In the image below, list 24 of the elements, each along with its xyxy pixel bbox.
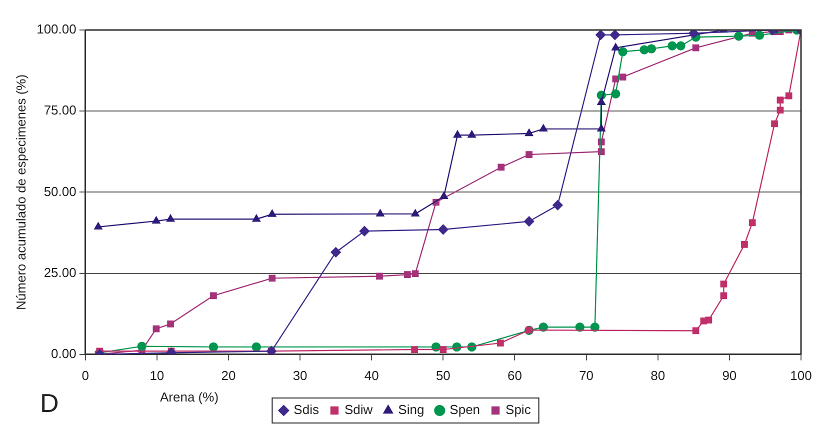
legend-label: Sdiw <box>344 402 374 418</box>
y-tick-label: 75.00 <box>44 102 76 118</box>
x-tick-label: 10 <box>150 368 164 383</box>
y-tick-label: 50.00 <box>44 184 76 199</box>
x-tick-label: 60 <box>508 368 522 383</box>
y-tick-label: 25.00 <box>44 264 76 280</box>
x-tick-label: 30 <box>292 368 308 383</box>
x-tick-label: 70 <box>579 368 594 383</box>
x-tick-label: 80 <box>650 368 666 383</box>
x-tick-label: 0 <box>82 368 89 383</box>
text: D <box>40 388 59 418</box>
legend-label: Spic <box>506 402 532 418</box>
x-tick-label: 40 <box>364 368 379 383</box>
y-tick-label: 100.00 <box>36 22 76 37</box>
x-tick-label: 20 <box>221 368 236 383</box>
x-tick-label: 90 <box>722 368 737 383</box>
x-tick-label: 100 <box>790 368 812 383</box>
x-axis-title: Arena (%) <box>160 390 219 405</box>
y-axis-title: Número acumulado de especimenes (%) <box>13 74 28 310</box>
y-tick-label: 0.00 <box>51 346 76 361</box>
x-tick-label: 50 <box>436 368 450 383</box>
legend-label: Sdis <box>294 402 320 418</box>
legend-label: Sing <box>398 402 424 418</box>
legend-label: Spen <box>450 402 480 418</box>
